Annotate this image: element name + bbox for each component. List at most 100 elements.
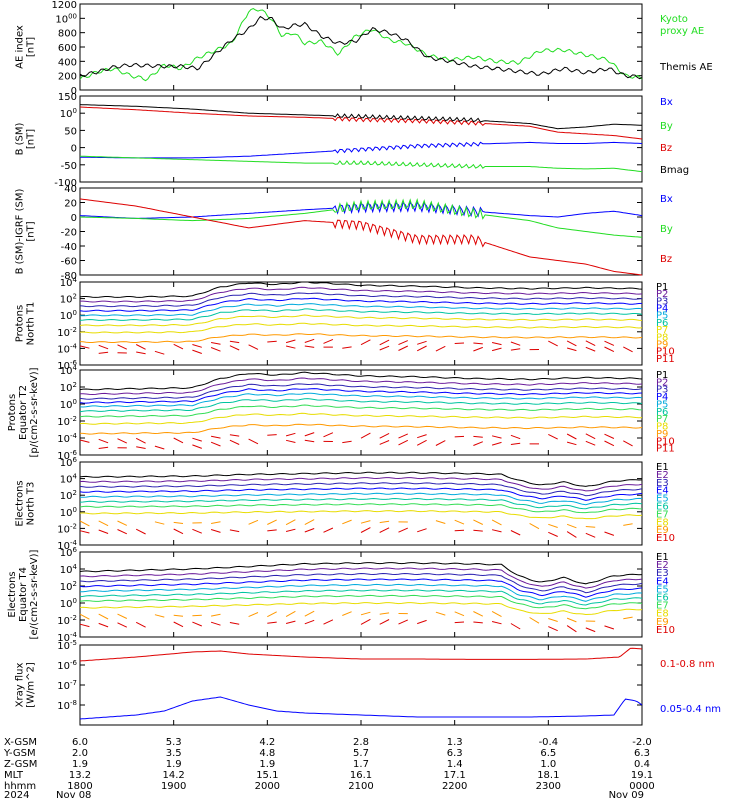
ephemeris-value: -2.0 bbox=[632, 737, 652, 748]
legend-p2: P2 bbox=[656, 289, 668, 300]
plot-frame bbox=[79, 644, 643, 726]
channel-line-p1 bbox=[79, 281, 643, 298]
y-axis-label: [e/(cm2-s-sr-keV)] bbox=[29, 549, 40, 639]
channel-line-e7 bbox=[79, 503, 643, 514]
legend-p2: P2 bbox=[656, 377, 668, 388]
series-line-0-05-0-4-nm bbox=[79, 696, 643, 720]
channel-line-p3 bbox=[79, 292, 643, 308]
legend-by: By bbox=[660, 224, 673, 235]
ephemeris-value: 2.8 bbox=[353, 737, 369, 748]
ephemeris-value: 2200 bbox=[442, 781, 467, 792]
ephemeris-value: 5.3 bbox=[166, 737, 182, 748]
channel-line-p10 bbox=[79, 338, 615, 350]
y-tick-label: 10-6 bbox=[57, 359, 77, 372]
ephemeris-value: 1.4 bbox=[447, 759, 463, 770]
legend-e1: E1 bbox=[656, 552, 669, 563]
channel-line-e1 bbox=[79, 471, 643, 487]
y-tick-label: 0 bbox=[71, 86, 77, 97]
y-axis-label: [nT] bbox=[26, 37, 37, 57]
ephemeris-value: 3.5 bbox=[166, 748, 182, 759]
channel-line-p9 bbox=[79, 333, 643, 343]
plot-frame bbox=[79, 281, 643, 366]
legend-e6: E6 bbox=[656, 502, 669, 513]
ephemeris-value: 17.1 bbox=[444, 770, 466, 781]
plot-frame bbox=[79, 95, 643, 183]
legend-p1: P1 bbox=[656, 370, 668, 381]
y-tick-label: 10-4 bbox=[57, 432, 77, 445]
ephemeris-value: 16.1 bbox=[350, 770, 372, 781]
legend-e5: E5 bbox=[656, 584, 669, 595]
ephemeris-value: 0000 bbox=[629, 781, 654, 792]
legend-e2: E2 bbox=[656, 470, 669, 481]
channel-line-e6 bbox=[79, 589, 643, 606]
legend-p4: P4 bbox=[656, 304, 668, 315]
y-tick-label: 100 bbox=[60, 398, 77, 411]
y-tick-label: 200 bbox=[58, 72, 77, 83]
y-tick-label: 10-4 bbox=[57, 342, 77, 355]
y-tick-label: 150 bbox=[58, 92, 77, 103]
panel-pe: 10-6 10-4 10-2 100 102 104 Protons Equator T2 [p… bbox=[7, 364, 675, 462]
legend-p1: P1 bbox=[656, 282, 668, 293]
legend-e9: E9 bbox=[656, 525, 669, 536]
y-tick-label: 102 bbox=[60, 580, 77, 593]
y-tick-label: 1000 bbox=[55, 12, 77, 25]
ephemeris-value: 1.0 bbox=[540, 759, 556, 770]
channel-line-e9 bbox=[79, 610, 633, 624]
legend-e4: E4 bbox=[656, 576, 669, 587]
channel-line-e9 bbox=[79, 519, 633, 530]
legend-p3: P3 bbox=[656, 296, 668, 307]
y-tick-label: 10-2 bbox=[57, 326, 77, 339]
ephemeris-value: 6.3 bbox=[634, 748, 650, 759]
channel-line-e2 bbox=[79, 477, 643, 492]
legend-e3: E3 bbox=[656, 478, 669, 489]
ephemeris-value: 2100 bbox=[348, 781, 373, 792]
y-tick-label: 10-4 bbox=[57, 631, 77, 644]
y-tick-label: 102 bbox=[60, 293, 77, 306]
y-tick-label: 10-6 bbox=[57, 659, 77, 672]
channel-line-p8 bbox=[79, 412, 643, 425]
channel-line-e2 bbox=[79, 567, 643, 589]
channel-line-e3 bbox=[79, 572, 643, 594]
y-tick-label: 10-2 bbox=[57, 522, 77, 535]
ephemeris-label: MLT bbox=[4, 770, 24, 781]
channel-line-p6 bbox=[79, 398, 643, 413]
series-line-0-1-0-8-nm bbox=[79, 647, 643, 662]
ephemeris-label: Y-GSM bbox=[3, 748, 36, 759]
y-axis-label: Electrons bbox=[7, 571, 18, 617]
legend-e5: E5 bbox=[656, 494, 669, 505]
y-axis-label: [nT] bbox=[26, 221, 37, 241]
panel-bsm: -100 -50 0 50 100 150 B (SM) [nT] Bx By Bz Bmag bbox=[15, 92, 690, 189]
channel-line-e1 bbox=[79, 562, 643, 585]
y-tick-label: 104 bbox=[60, 276, 78, 289]
channel-line-p4 bbox=[79, 388, 643, 404]
plot-frame bbox=[79, 369, 643, 456]
y-tick-label: 100 bbox=[60, 309, 77, 322]
channel-line-p5 bbox=[79, 392, 643, 408]
ephemeris-value: -0.4 bbox=[539, 737, 559, 748]
ephemeris-table: X-GSMY-GSMZ-GSMMLThhmm20246.02.01.913.21… bbox=[3, 737, 655, 800]
legend-p11: P11 bbox=[656, 444, 675, 455]
series-line-bx bbox=[79, 141, 643, 159]
y-axis-label: Equator T4 bbox=[18, 567, 29, 622]
legend-e8: E8 bbox=[656, 609, 669, 620]
channel-line-e6 bbox=[79, 497, 643, 510]
ephemeris-value: 6.5 bbox=[540, 748, 556, 759]
legend-kyoto-proxy-ae: Kyoto bbox=[660, 14, 688, 25]
y-axis-label: North T1 bbox=[26, 302, 37, 346]
channel-line-e10 bbox=[79, 527, 615, 538]
series-line-bz bbox=[79, 198, 643, 276]
channel-line-e3 bbox=[79, 482, 643, 497]
y-tick-label: 10-2 bbox=[57, 614, 77, 627]
ephemeris-value: 13.2 bbox=[69, 770, 91, 781]
y-tick-label: 800 bbox=[58, 29, 77, 40]
y-tick-label: 10-2 bbox=[57, 415, 77, 428]
y-axis-label: B (SM) bbox=[15, 122, 26, 155]
y-axis-label: [p/(cm2-s-sr-keV)] bbox=[29, 367, 40, 457]
y-axis-label: Protons bbox=[7, 394, 18, 431]
y-tick-label: 1200 bbox=[52, 0, 77, 11]
legend-p5: P5 bbox=[656, 311, 668, 322]
ephemeris-label: X-GSM bbox=[4, 737, 37, 748]
ephemeris-value: 18.1 bbox=[537, 770, 559, 781]
series-line-bmag bbox=[79, 104, 642, 130]
